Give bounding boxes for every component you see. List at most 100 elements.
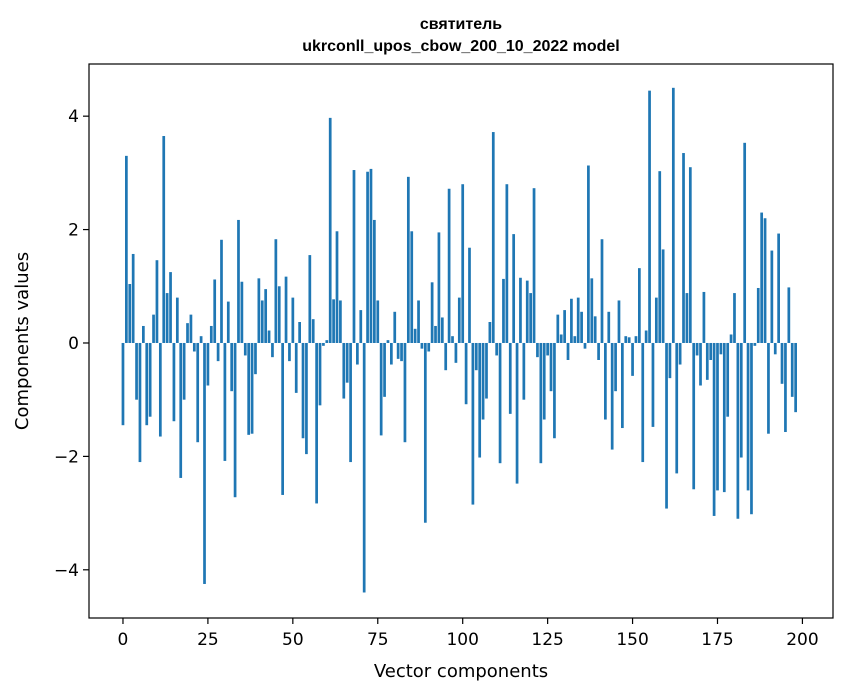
bar-46 — [277, 286, 281, 343]
bar-101 — [464, 342, 468, 405]
bar-176 — [719, 342, 723, 355]
bar-114 — [508, 342, 512, 414]
bar-65 — [342, 342, 346, 399]
bar-24 — [203, 342, 206, 584]
bar-134 — [576, 297, 580, 343]
bar-56 — [311, 319, 315, 343]
bar-38 — [250, 342, 254, 434]
bar-111 — [498, 342, 502, 464]
bar-166 — [685, 293, 689, 343]
bar-163 — [675, 342, 679, 474]
bar-193 — [777, 233, 780, 343]
bar-73 — [369, 168, 373, 343]
bar-4 — [135, 342, 138, 400]
bar-22 — [196, 342, 200, 443]
bar-79 — [390, 342, 393, 365]
bar-61 — [328, 117, 332, 343]
bar-54 — [305, 342, 308, 455]
bar-27 — [213, 279, 217, 343]
bar-98 — [454, 342, 458, 363]
bar-132 — [570, 298, 573, 343]
bar-20 — [189, 314, 193, 343]
bar-26 — [209, 325, 213, 343]
y-tick-label: 4 — [68, 107, 79, 127]
bar-138 — [590, 278, 594, 343]
bar-44 — [271, 342, 274, 358]
bar-33 — [233, 342, 237, 498]
bar-146 — [617, 300, 621, 343]
bar-154 — [644, 330, 648, 343]
bar-103 — [471, 342, 475, 505]
bar-116 — [515, 342, 519, 484]
bar-32 — [230, 342, 234, 392]
x-tick-label: 75 — [367, 630, 389, 650]
bar-1 — [125, 155, 128, 343]
bar-161 — [668, 342, 672, 379]
bar-136 — [583, 342, 587, 349]
bar-84 — [406, 176, 410, 343]
y-axis-ticks: −4 −2 0 2 4 — [54, 107, 89, 581]
bar-58 — [318, 342, 322, 406]
bar-5 — [138, 342, 142, 463]
bar-11 — [158, 342, 162, 437]
bar-102 — [468, 247, 471, 343]
bar-6 — [142, 325, 145, 343]
plot-frame — [88, 63, 834, 619]
bar-185 — [750, 342, 753, 515]
bar-133 — [573, 336, 577, 343]
bar-16 — [175, 297, 179, 343]
bar-180 — [733, 293, 736, 343]
bar-170 — [699, 342, 702, 386]
x-axis-label: Vector components — [374, 661, 548, 682]
bar-142 — [604, 342, 607, 420]
bar-21 — [192, 342, 196, 352]
bar-157 — [654, 297, 658, 343]
bar-53 — [301, 342, 305, 439]
bar-57 — [315, 342, 318, 504]
bar-190 — [767, 342, 770, 434]
bar-90 — [427, 342, 431, 352]
x-tick-label: 50 — [282, 630, 304, 650]
bar-143 — [607, 311, 611, 343]
bar-127 — [553, 342, 556, 439]
bar-177 — [722, 342, 726, 493]
bar-183 — [743, 142, 747, 343]
bar-89 — [423, 342, 427, 523]
bar-129 — [559, 334, 563, 343]
bar-91 — [430, 282, 434, 343]
bar-67 — [349, 342, 352, 463]
bar-106 — [481, 342, 485, 420]
bar-117 — [519, 277, 522, 343]
bar-181 — [736, 342, 740, 519]
x-tick-label: 25 — [197, 630, 219, 650]
bar-59 — [322, 342, 325, 346]
bar-152 — [638, 268, 641, 343]
bar-69 — [356, 342, 359, 365]
bar-36 — [243, 342, 247, 356]
bar-76 — [379, 342, 383, 436]
bar-121 — [532, 188, 536, 343]
bar-158 — [658, 171, 662, 343]
bar-164 — [678, 342, 682, 365]
bar-174 — [712, 342, 716, 516]
bar-40 — [257, 278, 261, 343]
bar-125 — [546, 342, 549, 356]
bar-192 — [773, 342, 777, 355]
bar-135 — [580, 311, 583, 343]
bar-29 — [220, 239, 223, 343]
bar-141 — [600, 239, 604, 343]
bar-25 — [206, 342, 210, 386]
y-tick-label: −4 — [54, 561, 79, 581]
bar-144 — [610, 342, 614, 450]
bar-55 — [308, 255, 312, 343]
chart-title: святитель — [420, 16, 502, 33]
bar-128 — [556, 314, 560, 343]
bar-71 — [362, 342, 366, 593]
bar-42 — [264, 289, 268, 343]
bar-107 — [485, 342, 488, 399]
bar-188 — [760, 212, 764, 343]
bar-64 — [339, 300, 342, 343]
bar-105 — [478, 342, 482, 458]
x-tick-label: 100 — [446, 630, 478, 650]
bar-34 — [237, 219, 240, 343]
